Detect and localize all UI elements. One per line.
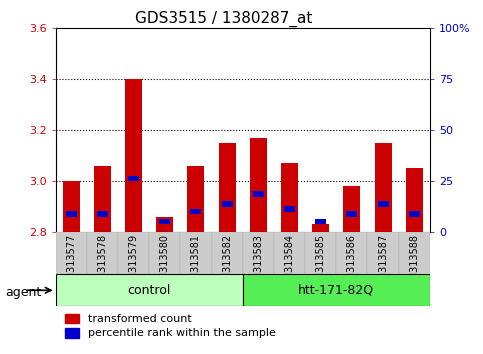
Bar (56, 232, 87, 274)
Bar (242, 274, 430, 306)
Bar (250, 138, 267, 232)
Text: GSM313588: GSM313588 (409, 234, 419, 293)
Legend: transformed count, percentile rank within the sample: transformed count, percentile rank withi… (66, 314, 275, 338)
Bar (156, 217, 173, 232)
Bar (159, 219, 170, 224)
Bar (97, 211, 108, 217)
Bar (336, 232, 368, 274)
Bar (94, 166, 111, 232)
Bar (343, 186, 360, 232)
Bar (242, 232, 274, 274)
Text: GSM313587: GSM313587 (378, 234, 388, 293)
Bar (56, 274, 242, 306)
Bar (212, 232, 242, 274)
Bar (125, 79, 142, 232)
Bar (398, 232, 430, 274)
Bar (180, 232, 212, 274)
Bar (374, 143, 392, 232)
Text: GSM313582: GSM313582 (222, 234, 232, 293)
Text: GSM313578: GSM313578 (98, 234, 107, 293)
Text: agent: agent (5, 286, 41, 298)
Bar (281, 163, 298, 232)
Bar (128, 176, 139, 181)
Text: GSM313585: GSM313585 (316, 234, 326, 293)
Bar (284, 206, 295, 212)
Text: GSM313580: GSM313580 (160, 234, 170, 293)
Bar (346, 211, 357, 217)
Bar (66, 211, 77, 217)
Text: GSM313583: GSM313583 (253, 234, 263, 293)
Bar (87, 232, 118, 274)
Text: GSM313581: GSM313581 (191, 234, 201, 293)
Bar (118, 232, 149, 274)
Bar (253, 191, 264, 196)
Title: GDS3515 / 1380287_at: GDS3515 / 1380287_at (135, 11, 313, 27)
Bar (218, 143, 236, 232)
Bar (187, 166, 204, 232)
Bar (222, 201, 233, 207)
Text: control: control (128, 284, 171, 297)
Bar (274, 232, 305, 274)
Bar (190, 209, 201, 214)
Bar (315, 219, 327, 224)
Bar (63, 181, 80, 232)
Text: htt-171-82Q: htt-171-82Q (298, 284, 374, 297)
Text: GSM313584: GSM313584 (284, 234, 295, 293)
Text: GSM313579: GSM313579 (128, 234, 139, 293)
Bar (149, 232, 180, 274)
Bar (409, 211, 420, 217)
Bar (368, 232, 398, 274)
Text: GSM313586: GSM313586 (347, 234, 357, 293)
Bar (406, 168, 423, 232)
Bar (312, 224, 329, 232)
Bar (378, 201, 389, 207)
Text: GSM313577: GSM313577 (66, 234, 76, 293)
Bar (305, 232, 336, 274)
